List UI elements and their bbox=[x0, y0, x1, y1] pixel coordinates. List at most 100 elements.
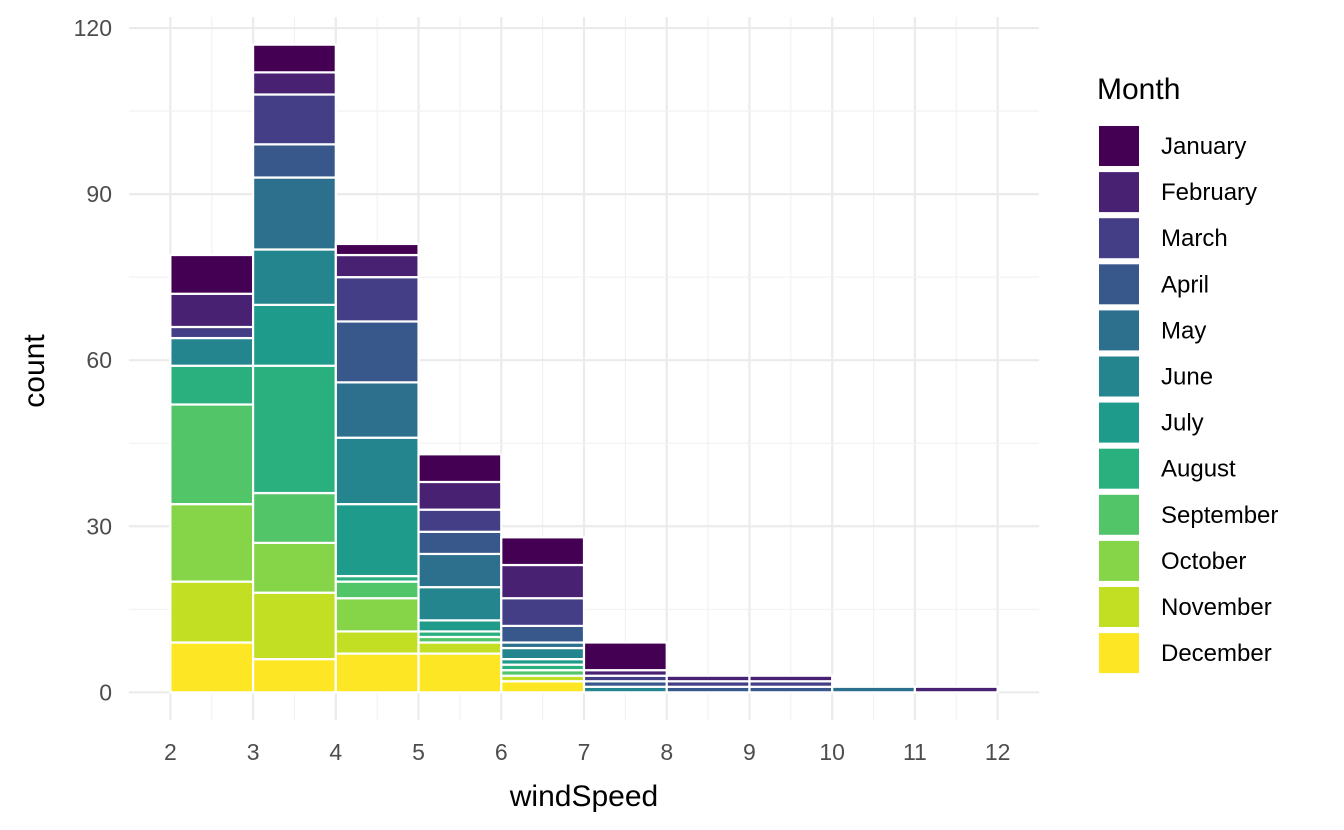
x-tick-label: 3 bbox=[247, 739, 260, 765]
bar-segment-february-bin-2 bbox=[169, 292, 255, 329]
x-tick-label: 9 bbox=[743, 739, 756, 765]
bar-segment-august-bin-3 bbox=[251, 364, 337, 495]
bar-segment-may-bin-3 bbox=[251, 176, 337, 251]
legend: Month January February March April May June Ju… bbox=[1097, 73, 1278, 674]
legend-swatch-april bbox=[1099, 264, 1139, 305]
x-tick-label: 12 bbox=[985, 739, 1011, 765]
bar-segment-november-bin-5 bbox=[417, 641, 503, 655]
x-tick-label: 10 bbox=[819, 739, 845, 765]
bar-segment-april-bin-5 bbox=[417, 530, 503, 556]
bar-segment-february-bin-8 bbox=[665, 674, 751, 683]
bar-segment-december-bin-2 bbox=[169, 641, 255, 694]
bar-segment-december-bin-6 bbox=[500, 680, 586, 694]
bar-segment-march-bin-2 bbox=[169, 325, 255, 340]
bar-segment-january-bin-7 bbox=[582, 641, 668, 672]
bar-segment-february-bin-5 bbox=[417, 480, 503, 511]
legend-items: January February March April May June July Augu… bbox=[1099, 126, 1278, 674]
legend-label-march: March bbox=[1161, 225, 1228, 252]
bar-segment-march-bin-6 bbox=[500, 597, 586, 627]
bar-segment-november-bin-4 bbox=[334, 630, 420, 655]
bar-segment-february-bin-11 bbox=[913, 685, 999, 694]
bar-segment-october-bin-3 bbox=[251, 541, 337, 594]
bar-segment-july-bin-4 bbox=[334, 503, 420, 578]
x-tick-label: 4 bbox=[329, 739, 342, 765]
bar-segment-april-bin-6 bbox=[500, 624, 586, 644]
bar-segment-april-bin-4 bbox=[334, 320, 420, 384]
bar-segment-may-bin-4 bbox=[334, 381, 420, 439]
y-axis-ticks: 0 30 60 90 120 bbox=[74, 15, 112, 705]
x-tick-label: 11 bbox=[903, 739, 927, 765]
legend-swatch-february bbox=[1099, 172, 1139, 213]
legend-swatch-november bbox=[1099, 587, 1139, 627]
bar-segment-january-bin-5 bbox=[417, 453, 503, 484]
bar-segment-march-bin-3 bbox=[251, 93, 337, 146]
legend-swatch-december bbox=[1099, 633, 1139, 674]
x-axis-title: windSpeed bbox=[509, 780, 658, 813]
y-tick-label: 30 bbox=[86, 513, 112, 539]
legend-label-september: September bbox=[1161, 502, 1278, 529]
x-tick-label: 2 bbox=[164, 739, 177, 765]
legend-swatch-august bbox=[1099, 448, 1139, 489]
bar-segment-june-bin-2 bbox=[169, 336, 255, 367]
bar-segment-june-bin-3 bbox=[251, 248, 337, 306]
bar-segment-october-bin-2 bbox=[169, 503, 255, 583]
bar-segment-july-bin-3 bbox=[251, 303, 337, 367]
x-tick-label: 7 bbox=[578, 739, 591, 765]
y-tick-label: 90 bbox=[86, 181, 112, 207]
bar-segment-september-bin-3 bbox=[251, 491, 337, 544]
bar-segment-june-bin-4 bbox=[334, 436, 420, 506]
bar-segment-january-bin-4 bbox=[334, 242, 420, 257]
legend-label-august: August bbox=[1161, 456, 1236, 483]
x-axis-ticks: 2 3 4 5 6 7 8 9 10 11 12 bbox=[164, 739, 1010, 765]
y-axis-title: count bbox=[18, 334, 51, 408]
bars bbox=[169, 43, 999, 694]
bar-segment-april-bin-3 bbox=[251, 143, 337, 179]
bar-segment-december-bin-5 bbox=[417, 652, 503, 694]
legend-label-january: January bbox=[1161, 133, 1246, 160]
bar-segment-december-bin-4 bbox=[334, 652, 420, 694]
bar-segment-february-bin-6 bbox=[500, 563, 586, 600]
x-tick-label: 6 bbox=[495, 739, 508, 765]
legend-label-october: October bbox=[1161, 548, 1246, 575]
legend-swatch-june bbox=[1099, 356, 1139, 397]
bar-segment-january-bin-6 bbox=[500, 536, 586, 567]
legend-label-december: December bbox=[1161, 640, 1272, 667]
y-tick-label: 120 bbox=[74, 15, 112, 41]
bar-segment-february-bin-3 bbox=[251, 71, 337, 96]
legend-swatch-may bbox=[1099, 310, 1139, 351]
y-tick-label: 60 bbox=[86, 347, 112, 373]
legend-label-july: July bbox=[1161, 410, 1204, 437]
bar-segment-august-bin-2 bbox=[169, 364, 255, 406]
bar-segment-january-bin-2 bbox=[169, 253, 255, 295]
legend-swatch-july bbox=[1099, 402, 1139, 443]
bar-segment-january-bin-3 bbox=[251, 43, 337, 74]
bar-segment-february-bin-4 bbox=[334, 253, 420, 279]
legend-swatch-september bbox=[1099, 494, 1139, 535]
legend-label-june: June bbox=[1161, 364, 1213, 391]
bar-segment-may-bin-10 bbox=[831, 685, 917, 694]
x-tick-label: 5 bbox=[412, 739, 425, 765]
bar-segment-july-bin-5 bbox=[417, 619, 503, 633]
bar-segment-october-bin-4 bbox=[334, 597, 420, 633]
bar-segment-march-bin-4 bbox=[334, 276, 420, 323]
bar-segment-march-bin-5 bbox=[417, 508, 503, 533]
legend-title: Month bbox=[1097, 73, 1180, 106]
bar-segment-september-bin-4 bbox=[334, 580, 420, 600]
bar-segment-november-bin-3 bbox=[251, 591, 337, 661]
bar-segment-june-bin-6 bbox=[500, 646, 586, 661]
legend-label-may: May bbox=[1161, 317, 1206, 344]
legend-label-november: November bbox=[1161, 594, 1272, 621]
legend-swatch-january bbox=[1099, 126, 1139, 166]
bar-segment-may-bin-5 bbox=[417, 552, 503, 589]
legend-swatch-october bbox=[1099, 540, 1139, 581]
y-tick-label: 0 bbox=[99, 679, 112, 705]
bar-segment-september-bin-2 bbox=[169, 403, 255, 506]
x-tick-label: 8 bbox=[660, 739, 673, 765]
legend-label-february: February bbox=[1161, 179, 1257, 206]
legend-label-april: April bbox=[1161, 271, 1209, 298]
bar-segment-december-bin-3 bbox=[251, 658, 337, 694]
bar-segment-june-bin-5 bbox=[417, 586, 503, 622]
bar-segment-february-bin-9 bbox=[748, 674, 834, 683]
legend-swatch-march bbox=[1099, 218, 1139, 259]
